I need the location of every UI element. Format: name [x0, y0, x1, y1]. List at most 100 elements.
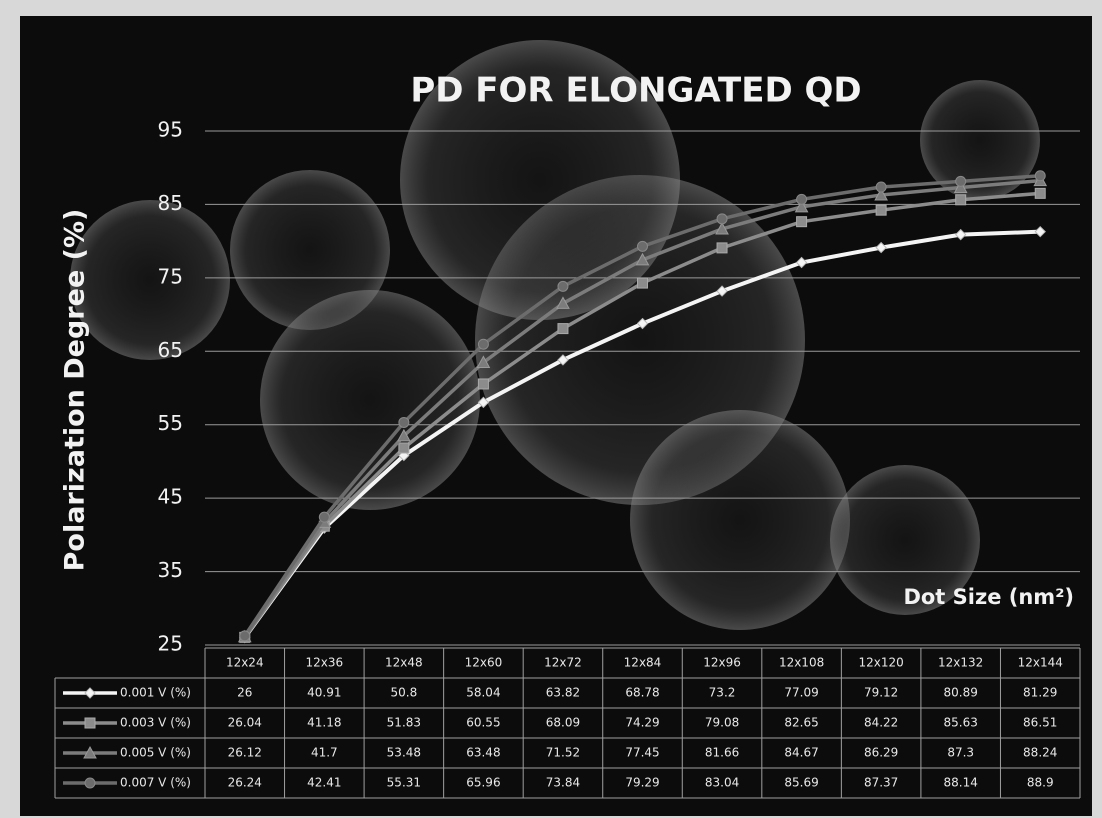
marker	[1034, 187, 1046, 199]
table-value: 55.31	[387, 776, 421, 790]
marker	[794, 199, 809, 213]
legend-label: 0.001 V (%)	[120, 686, 191, 700]
marker	[953, 180, 968, 194]
marker	[715, 221, 729, 235]
y-tick-label: 75	[158, 264, 183, 288]
marker	[874, 187, 888, 201]
table-value: 71.52	[546, 746, 580, 760]
marker	[1034, 170, 1046, 182]
marker	[398, 416, 410, 428]
table-value: 63.48	[466, 746, 500, 760]
table-value: 68.09	[546, 716, 580, 730]
table-value: 84.22	[864, 716, 898, 730]
legend-marker	[83, 745, 97, 759]
table-value: 81.29	[1023, 686, 1057, 700]
legend-label: 0.007 V (%)	[120, 776, 191, 790]
chart-title: PD FOR ELONGATED QD	[410, 71, 861, 111]
marker	[636, 317, 649, 330]
table-value: 58.04	[466, 686, 500, 700]
y-tick-label: 95	[158, 118, 183, 142]
marker	[716, 242, 728, 254]
y-tick-label: 55	[158, 411, 183, 435]
y-tick-label: 25	[158, 632, 183, 656]
table-value: 73.2	[709, 686, 736, 700]
table-value: 80.89	[944, 686, 978, 700]
table-value: 26.12	[228, 746, 262, 760]
table-value: 79.29	[625, 776, 659, 790]
marker	[955, 175, 967, 187]
table-value: 68.78	[625, 686, 659, 700]
marker	[635, 252, 650, 266]
marker	[637, 277, 648, 289]
marker	[1034, 225, 1046, 238]
table-value: 86.51	[1023, 716, 1057, 730]
legend-marker	[84, 777, 96, 789]
marker	[875, 181, 887, 193]
table-value: 85.69	[784, 776, 818, 790]
x-tick-label: 12x72	[544, 656, 582, 670]
table-value: 42.41	[307, 776, 341, 790]
table-value: 41.7	[311, 746, 338, 760]
y-axis-label: Polarization Degree (%)	[60, 209, 91, 572]
marker	[795, 256, 808, 269]
marker	[557, 354, 569, 366]
table-value: 50.8	[391, 686, 418, 700]
table-value: 84.67	[784, 746, 818, 760]
y-tick-label: 45	[158, 485, 183, 509]
table-value: 26.04	[228, 716, 262, 730]
table-value: 88.24	[1023, 746, 1057, 760]
table-value: 79.12	[864, 686, 898, 700]
marker	[955, 194, 967, 206]
table-value: 51.83	[387, 716, 421, 730]
table-value: 85.63	[944, 716, 978, 730]
table-value: 40.91	[307, 686, 341, 700]
marker	[557, 280, 569, 292]
y-tick-label: 35	[158, 558, 183, 582]
table-value: 77.45	[625, 746, 659, 760]
marker	[397, 428, 411, 442]
x-tick-label: 12x84	[624, 656, 662, 670]
table-value: 63.82	[546, 686, 580, 700]
legend-marker	[84, 717, 96, 729]
table-value: 88.9	[1027, 776, 1054, 790]
marker	[716, 285, 728, 297]
marker	[716, 213, 728, 225]
x-tick-label: 12x96	[703, 656, 741, 670]
table-value: 83.04	[705, 776, 739, 790]
x-tick-label: 12x132	[938, 656, 983, 670]
table-value: 73.84	[546, 776, 580, 790]
y-tick-label: 85	[158, 191, 183, 215]
x-tick-label: 12x60	[465, 656, 503, 670]
marker	[477, 338, 489, 350]
legend-label: 0.003 V (%)	[120, 716, 191, 730]
marker	[875, 241, 887, 254]
table-value: 81.66	[705, 746, 739, 760]
marker	[476, 355, 491, 368]
table-value: 79.08	[705, 716, 739, 730]
table-value: 77.09	[784, 686, 818, 700]
legend-label: 0.005 V (%)	[120, 746, 191, 760]
x-tick-label: 12x144	[1018, 656, 1063, 670]
table-value: 26.24	[228, 776, 262, 790]
table-value: 88.14	[944, 776, 978, 790]
table-value: 82.65	[784, 716, 818, 730]
marker	[875, 204, 887, 216]
marker	[796, 193, 808, 205]
marker	[239, 630, 251, 642]
table-value: 60.55	[466, 716, 500, 730]
legend-marker	[84, 687, 96, 699]
x-axis-label: Dot Size (nm²)	[903, 585, 1074, 609]
x-tick-label: 12x120	[858, 656, 903, 670]
x-tick-label: 12x36	[305, 656, 343, 670]
table-value: 65.96	[466, 776, 500, 790]
table-value: 74.29	[625, 716, 659, 730]
marker	[556, 296, 570, 309]
marker	[398, 442, 410, 454]
table-value: 26	[237, 686, 252, 700]
table-value: 53.48	[387, 746, 421, 760]
y-tick-label: 65	[158, 338, 183, 362]
table-value: 86.29	[864, 746, 898, 760]
x-tick-label: 12x48	[385, 656, 423, 670]
